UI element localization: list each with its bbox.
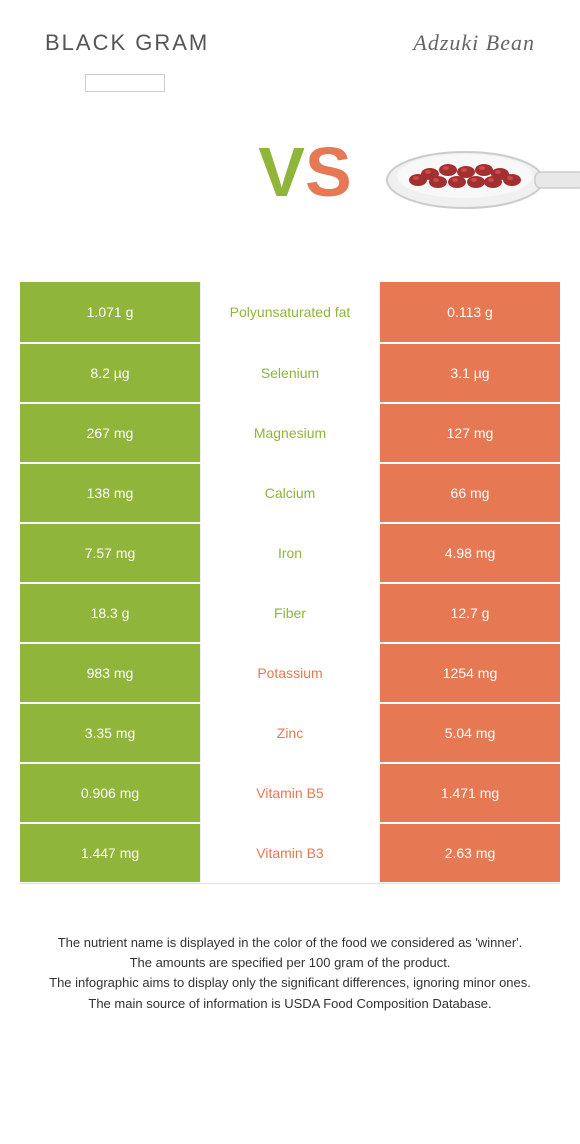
left-value-cell: 267 mg xyxy=(20,404,200,462)
right-value-cell: 5.04 mg xyxy=(380,704,560,762)
left-food-title: BLACK GRAM xyxy=(45,30,209,56)
nutrient-name-cell: Calcium xyxy=(200,464,380,522)
nutrient-name-cell: Iron xyxy=(200,524,380,582)
right-value-cell: 127 mg xyxy=(380,404,560,462)
left-value-cell: 1.447 mg xyxy=(20,824,200,882)
nutrient-name-cell: Vitamin B3 xyxy=(200,824,380,882)
vs-v-letter: V xyxy=(258,132,305,212)
right-value-cell: 4.98 mg xyxy=(380,524,560,582)
right-value-cell: 66 mg xyxy=(380,464,560,522)
right-value-cell: 0.113 g xyxy=(380,282,560,342)
table-row: 18.3 gFiber12.7 g xyxy=(20,582,560,642)
table-row: 0.906 mgVitamin B51.471 mg xyxy=(20,762,560,822)
left-value-cell: 18.3 g xyxy=(20,584,200,642)
table-row: 1.447 mgVitamin B32.63 mg xyxy=(20,822,560,882)
right-value-cell: 1.471 mg xyxy=(380,764,560,822)
right-value-cell: 1254 mg xyxy=(380,644,560,702)
left-value-cell: 3.35 mg xyxy=(20,704,200,762)
footer-line-1: The nutrient name is displayed in the co… xyxy=(30,934,550,952)
nutrient-name-cell: Magnesium xyxy=(200,404,380,462)
vs-s-letter: S xyxy=(305,132,352,212)
left-value-cell: 0.906 mg xyxy=(20,764,200,822)
nutrient-name-cell: Zinc xyxy=(200,704,380,762)
nutrient-name-cell: Polyunsaturated fat xyxy=(200,282,380,342)
nutrient-name-cell: Potassium xyxy=(200,644,380,702)
footer-line-3: The infographic aims to display only the… xyxy=(30,974,550,992)
left-value-cell: 1.071 g xyxy=(20,282,200,342)
nutrient-name-cell: Selenium xyxy=(200,344,380,402)
table-row: 7.57 mgIron4.98 mg xyxy=(20,522,560,582)
footer-line-2: The amounts are specified per 100 gram o… xyxy=(30,954,550,972)
nutrient-name-cell: Vitamin B5 xyxy=(200,764,380,822)
left-value-cell: 8.2 µg xyxy=(20,344,200,402)
nutrient-name-cell: Fiber xyxy=(200,584,380,642)
right-value-cell: 3.1 µg xyxy=(380,344,560,402)
table-bottom-border xyxy=(20,882,560,884)
table-row: 1.071 gPolyunsaturated fat0.113 g xyxy=(20,282,560,342)
vs-row: VS xyxy=(0,102,580,242)
right-value-cell: 2.63 mg xyxy=(380,824,560,882)
nutrient-comparison-table: 1.071 gPolyunsaturated fat0.113 g8.2 µgS… xyxy=(20,282,560,882)
left-value-cell: 138 mg xyxy=(20,464,200,522)
table-row: 8.2 µgSelenium3.1 µg xyxy=(20,342,560,402)
left-value-cell: 7.57 mg xyxy=(20,524,200,582)
vs-label: VS xyxy=(258,132,351,212)
footer-notes: The nutrient name is displayed in the co… xyxy=(30,934,550,1013)
left-value-cell: 983 mg xyxy=(20,644,200,702)
right-food-title: Adzuki Bean xyxy=(413,30,535,56)
right-value-cell: 12.7 g xyxy=(380,584,560,642)
table-row: 983 mgPotassium1254 mg xyxy=(20,642,560,702)
left-food-image-placeholder xyxy=(85,74,165,92)
table-row: 267 mgMagnesium127 mg xyxy=(20,402,560,462)
table-row: 3.35 mgZinc5.04 mg xyxy=(20,702,560,762)
footer-line-4: The main source of information is USDA F… xyxy=(30,995,550,1013)
adzuki-bean-spoon-icon xyxy=(370,132,580,227)
table-row: 138 mgCalcium66 mg xyxy=(20,462,560,522)
header: BLACK GRAM Adzuki Bean xyxy=(0,0,580,66)
